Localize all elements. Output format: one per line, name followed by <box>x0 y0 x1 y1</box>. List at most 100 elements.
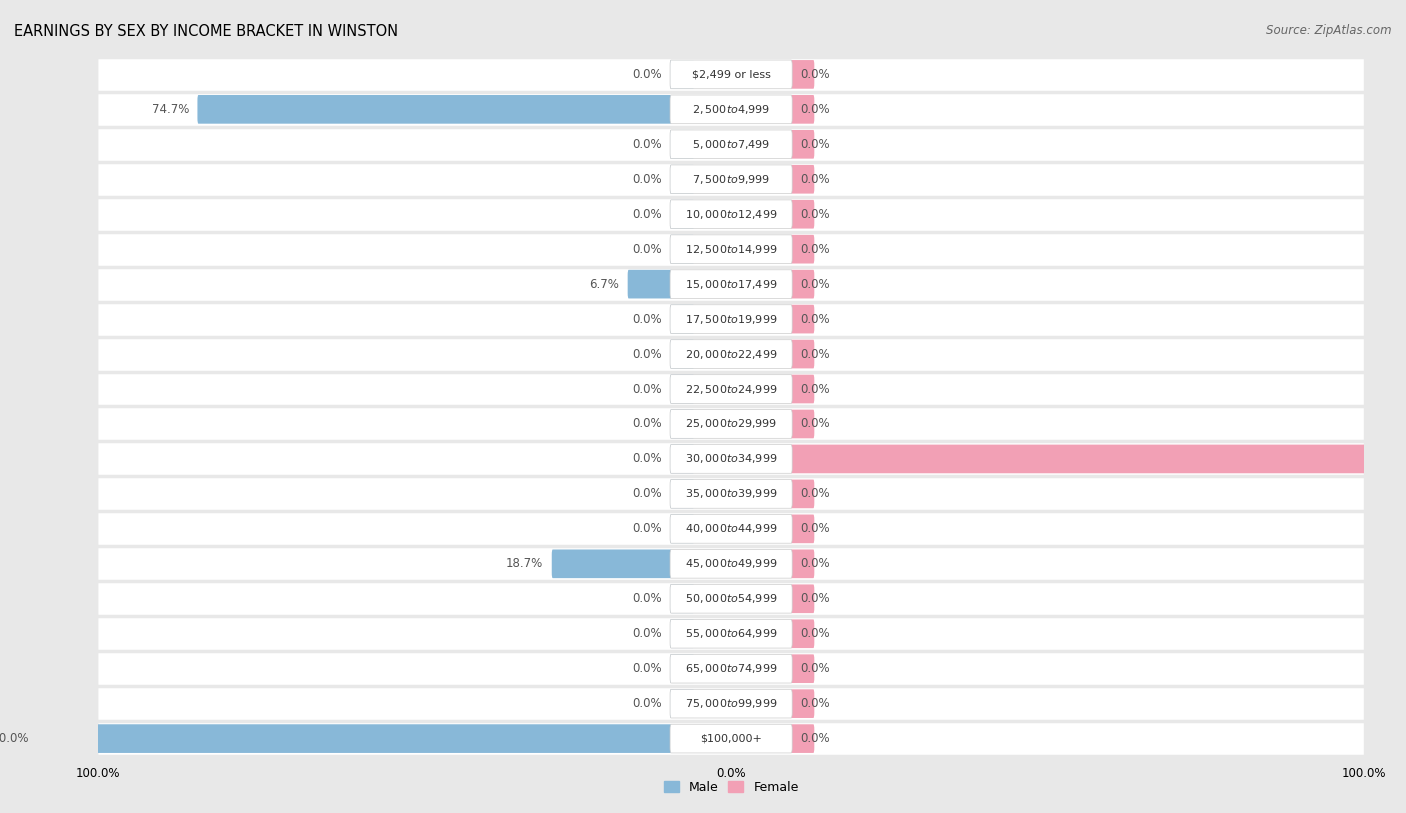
FancyBboxPatch shape <box>627 270 672 298</box>
Text: 0.0%: 0.0% <box>800 418 831 430</box>
Text: 0.0%: 0.0% <box>631 243 661 255</box>
Text: 0.0%: 0.0% <box>800 558 831 570</box>
FancyBboxPatch shape <box>790 445 1406 473</box>
FancyBboxPatch shape <box>671 445 695 473</box>
FancyBboxPatch shape <box>671 410 695 438</box>
FancyBboxPatch shape <box>197 95 672 124</box>
Text: 6.7%: 6.7% <box>589 278 619 290</box>
FancyBboxPatch shape <box>98 651 1364 686</box>
FancyBboxPatch shape <box>671 689 792 718</box>
Text: $15,000 to $17,499: $15,000 to $17,499 <box>685 278 778 290</box>
FancyBboxPatch shape <box>98 197 1364 232</box>
FancyBboxPatch shape <box>98 232 1364 267</box>
Text: 0.0%: 0.0% <box>631 698 661 710</box>
Text: 0.0%: 0.0% <box>631 523 661 535</box>
Text: 0.0%: 0.0% <box>800 208 831 220</box>
FancyBboxPatch shape <box>671 515 695 543</box>
Text: 0.0%: 0.0% <box>631 68 661 80</box>
FancyBboxPatch shape <box>671 235 792 263</box>
FancyBboxPatch shape <box>790 550 814 578</box>
Text: 0.0%: 0.0% <box>631 418 661 430</box>
FancyBboxPatch shape <box>98 441 1364 476</box>
FancyBboxPatch shape <box>790 515 814 543</box>
Text: 0.0%: 0.0% <box>800 138 831 150</box>
Text: $100,000+: $100,000+ <box>700 733 762 744</box>
FancyBboxPatch shape <box>790 305 814 333</box>
Text: 0.0%: 0.0% <box>631 663 661 675</box>
Text: $50,000 to $54,999: $50,000 to $54,999 <box>685 593 778 605</box>
Text: 0.0%: 0.0% <box>800 173 831 185</box>
Text: $35,000 to $39,999: $35,000 to $39,999 <box>685 488 778 500</box>
Text: 0.0%: 0.0% <box>800 278 831 290</box>
Text: 0.0%: 0.0% <box>631 628 661 640</box>
FancyBboxPatch shape <box>790 200 814 228</box>
FancyBboxPatch shape <box>790 724 814 753</box>
Text: $40,000 to $44,999: $40,000 to $44,999 <box>685 523 778 535</box>
Text: 0.0%: 0.0% <box>631 208 661 220</box>
Text: 0.0%: 0.0% <box>800 103 831 115</box>
FancyBboxPatch shape <box>790 60 814 89</box>
FancyBboxPatch shape <box>671 375 792 403</box>
FancyBboxPatch shape <box>671 654 695 683</box>
Text: $2,499 or less: $2,499 or less <box>692 69 770 80</box>
FancyBboxPatch shape <box>98 92 1364 127</box>
Text: 0.0%: 0.0% <box>800 733 831 745</box>
Text: $5,000 to $7,499: $5,000 to $7,499 <box>692 138 770 150</box>
FancyBboxPatch shape <box>671 585 792 613</box>
FancyBboxPatch shape <box>790 410 814 438</box>
Text: $17,500 to $19,999: $17,500 to $19,999 <box>685 313 778 325</box>
Text: 100.0%: 100.0% <box>0 733 28 745</box>
FancyBboxPatch shape <box>671 340 792 368</box>
FancyBboxPatch shape <box>671 480 792 508</box>
FancyBboxPatch shape <box>98 686 1364 721</box>
Text: EARNINGS BY SEX BY INCOME BRACKET IN WINSTON: EARNINGS BY SEX BY INCOME BRACKET IN WIN… <box>14 24 398 39</box>
Text: 18.7%: 18.7% <box>506 558 543 570</box>
FancyBboxPatch shape <box>98 581 1364 616</box>
Text: 0.0%: 0.0% <box>800 628 831 640</box>
FancyBboxPatch shape <box>671 130 792 159</box>
Text: 0.0%: 0.0% <box>800 68 831 80</box>
FancyBboxPatch shape <box>98 337 1364 372</box>
FancyBboxPatch shape <box>98 546 1364 581</box>
FancyBboxPatch shape <box>98 721 1364 756</box>
FancyBboxPatch shape <box>790 270 814 298</box>
FancyBboxPatch shape <box>98 57 1364 92</box>
FancyBboxPatch shape <box>38 724 672 753</box>
FancyBboxPatch shape <box>790 165 814 193</box>
Text: 0.0%: 0.0% <box>800 313 831 325</box>
FancyBboxPatch shape <box>790 375 814 403</box>
FancyBboxPatch shape <box>790 95 814 124</box>
Text: $2,500 to $4,999: $2,500 to $4,999 <box>692 103 770 115</box>
Text: $20,000 to $22,499: $20,000 to $22,499 <box>685 348 778 360</box>
FancyBboxPatch shape <box>671 305 792 333</box>
FancyBboxPatch shape <box>671 95 792 124</box>
FancyBboxPatch shape <box>671 60 695 89</box>
FancyBboxPatch shape <box>790 480 814 508</box>
Text: Source: ZipAtlas.com: Source: ZipAtlas.com <box>1267 24 1392 37</box>
FancyBboxPatch shape <box>671 165 695 193</box>
Text: 0.0%: 0.0% <box>800 383 831 395</box>
FancyBboxPatch shape <box>671 270 792 298</box>
Text: 0.0%: 0.0% <box>800 523 831 535</box>
FancyBboxPatch shape <box>790 130 814 159</box>
Text: 74.7%: 74.7% <box>152 103 188 115</box>
Text: 0.0%: 0.0% <box>800 663 831 675</box>
Text: $55,000 to $64,999: $55,000 to $64,999 <box>685 628 778 640</box>
FancyBboxPatch shape <box>671 165 792 193</box>
Text: $12,500 to $14,999: $12,500 to $14,999 <box>685 243 778 255</box>
FancyBboxPatch shape <box>671 410 792 438</box>
FancyBboxPatch shape <box>98 511 1364 546</box>
Text: $22,500 to $24,999: $22,500 to $24,999 <box>685 383 778 395</box>
FancyBboxPatch shape <box>671 305 695 333</box>
Text: 0.0%: 0.0% <box>631 383 661 395</box>
FancyBboxPatch shape <box>671 724 792 753</box>
Text: $10,000 to $12,499: $10,000 to $12,499 <box>685 208 778 220</box>
FancyBboxPatch shape <box>671 480 695 508</box>
Legend: Male, Female: Male, Female <box>658 776 804 799</box>
FancyBboxPatch shape <box>790 689 814 718</box>
Text: 0.0%: 0.0% <box>631 488 661 500</box>
FancyBboxPatch shape <box>671 200 792 228</box>
FancyBboxPatch shape <box>790 235 814 263</box>
FancyBboxPatch shape <box>98 127 1364 162</box>
FancyBboxPatch shape <box>98 616 1364 651</box>
